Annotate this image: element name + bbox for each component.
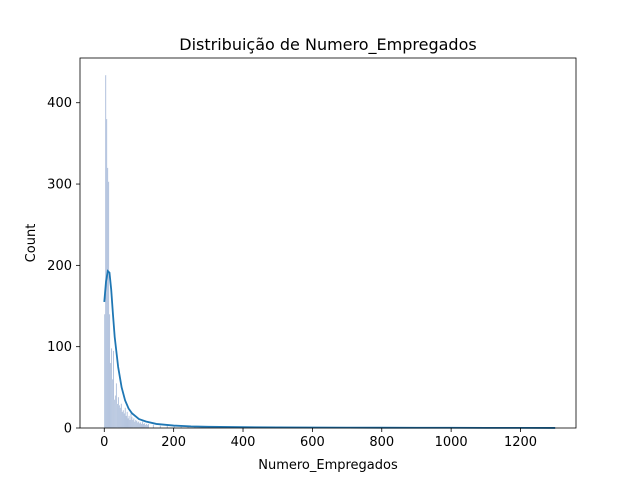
- histogram-bar: [145, 423, 148, 429]
- histogram-bar: [143, 423, 145, 429]
- histogram-bar: [112, 350, 115, 429]
- histogram-bar: [130, 413, 132, 429]
- histogram-bar: [111, 379, 114, 429]
- y-axis-ticks: 0 100 200 300 400: [47, 96, 80, 437]
- histogram-bar: [128, 415, 130, 429]
- y-axis-label: Count: [24, 224, 39, 263]
- histogram-bars: [104, 74, 555, 429]
- histogram-bar: [142, 421, 144, 429]
- histogram-bar: [116, 403, 118, 429]
- x-tick-label: 800: [369, 435, 394, 450]
- histogram-bar: [131, 416, 133, 429]
- histogram-bar: [127, 418, 129, 429]
- y-tick-label: 300: [47, 178, 72, 193]
- histogram-bar: [132, 419, 134, 429]
- histogram-bar: [107, 167, 109, 429]
- histogram-bar: [147, 423, 150, 429]
- histogram-bar: [108, 181, 110, 429]
- histogram-bar: [129, 419, 131, 429]
- histogram-bar: [141, 423, 143, 429]
- x-tick-label: 600: [300, 435, 325, 450]
- histogram-bar: [139, 423, 141, 429]
- histogram-bar: [126, 411, 128, 429]
- histogram-bar: [117, 396, 119, 429]
- histogram-bar: [118, 405, 120, 429]
- histogram-bar: [133, 418, 135, 429]
- histogram-bar: [109, 314, 111, 429]
- histogram-bar: [138, 421, 140, 429]
- histogram-bar: [124, 407, 126, 429]
- histogram-bar: [113, 399, 116, 429]
- histogram-bar: [120, 403, 122, 429]
- histogram-bar: [123, 413, 125, 429]
- y-tick-label: 400: [47, 96, 72, 111]
- plot-frame: [79, 57, 577, 429]
- x-tick-label: 0: [100, 435, 108, 450]
- y-tick-label: 0: [64, 422, 72, 437]
- x-tick-label: 200: [161, 435, 186, 450]
- x-axis-label: Numero_Empregados: [258, 458, 398, 473]
- y-tick-label: 200: [47, 259, 72, 274]
- x-tick-label: 1200: [504, 435, 537, 450]
- histogram-bar: [114, 395, 117, 429]
- histogram-bar: [137, 422, 139, 429]
- histogram-bar: [134, 421, 136, 429]
- histogram-bar: [105, 74, 107, 429]
- x-tick-label: 1000: [435, 435, 468, 450]
- histogram-bar: [125, 415, 127, 429]
- histogram-bar: [121, 411, 123, 429]
- histogram-bar: [152, 424, 154, 429]
- chart-title: Distribuição de Numero_Empregados: [179, 35, 476, 55]
- histogram-bar: [119, 407, 121, 429]
- x-tick-label: 400: [231, 435, 256, 450]
- x-axis-ticks: 0 200 400 600 800 1000 1200: [100, 428, 537, 450]
- histogram-bar: [136, 420, 138, 429]
- histogram-bar: [146, 424, 149, 429]
- histogram-bar: [135, 419, 137, 429]
- histogram-bar: [143, 423, 146, 429]
- histogram-bar: [122, 410, 124, 429]
- y-tick-label: 100: [47, 340, 72, 355]
- histogram-bar: [144, 424, 147, 429]
- histogram-bar: [110, 362, 112, 429]
- histogram-bar: [115, 383, 118, 429]
- histogram-bar: [104, 314, 106, 429]
- histogram-bar: [140, 422, 142, 429]
- histogram-bar: [110, 348, 113, 429]
